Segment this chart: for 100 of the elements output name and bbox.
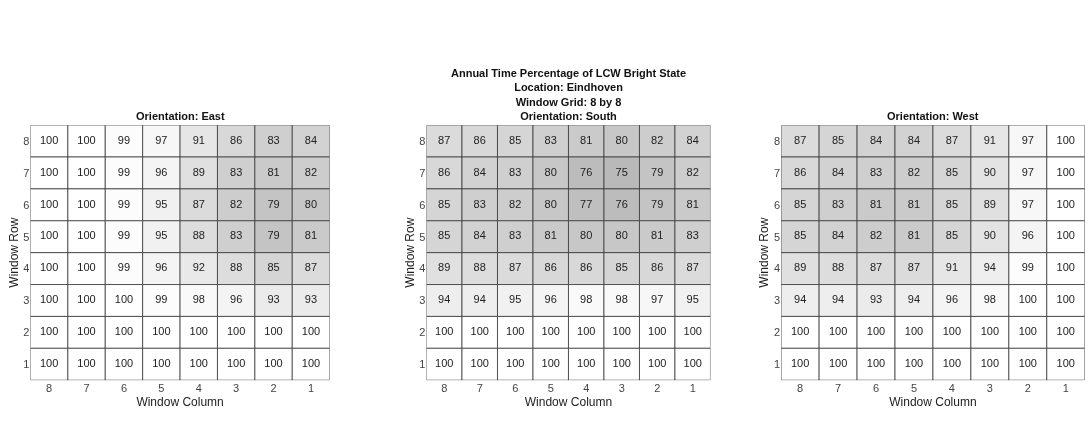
data-label: 100: [980, 357, 1000, 369]
x-tick-label: 8: [46, 382, 53, 395]
data-label: 76: [580, 165, 593, 178]
data-label: 88: [831, 261, 845, 274]
data-label: 85: [831, 133, 845, 146]
data-label: 100: [683, 357, 702, 369]
data-label: 83: [509, 165, 522, 178]
data-label: 82: [686, 165, 699, 178]
data-label: 90: [983, 229, 996, 242]
data-label: 84: [831, 229, 845, 242]
data-label: 100: [1056, 325, 1075, 338]
data-label: 93: [869, 293, 883, 306]
x-tick-label: 7: [476, 382, 483, 395]
data-label: 95: [155, 197, 168, 210]
data-label: 86: [438, 165, 451, 178]
data-label: 91: [945, 261, 959, 274]
data-label: 100: [114, 293, 134, 306]
data-label: 100: [828, 325, 848, 338]
data-label: 77: [580, 197, 593, 210]
chart-title: Annual Time Percentage of LCW Bright State Location: Eindhoven Window Grid: 8 by 8 Orientation: South: [451, 67, 687, 122]
data-label: 95: [155, 229, 168, 242]
data-label: 81: [267, 165, 280, 178]
data-label: 100: [577, 325, 596, 338]
data-label: 82: [907, 165, 921, 178]
data-label: 83: [230, 165, 243, 178]
data-label: 97: [1021, 197, 1034, 210]
y-tick-label: 1: [774, 358, 781, 371]
data-label: 100: [77, 197, 96, 210]
data-label: 76: [615, 197, 628, 210]
data-label: 96: [155, 261, 168, 274]
data-label: 100: [1056, 229, 1075, 242]
y-tick-label: 3: [774, 294, 781, 307]
data-label: 100: [942, 357, 962, 369]
data-label: 96: [544, 293, 557, 306]
data-label: 99: [1021, 261, 1034, 274]
data-label: 100: [39, 197, 59, 210]
data-label: 99: [155, 293, 168, 306]
data-label: 100: [114, 357, 134, 369]
data-label: 100: [683, 325, 702, 338]
data-label: 80: [304, 197, 318, 210]
data-label: 100: [1056, 261, 1075, 274]
x-axis-title: Window Column: [524, 395, 613, 410]
data-label: 84: [473, 229, 486, 242]
x-tick-label: 7: [835, 382, 842, 395]
y-tick-label: 3: [23, 294, 30, 307]
data-label: 85: [945, 165, 959, 178]
data-label: 83: [869, 165, 883, 178]
data-label: 100: [1056, 357, 1075, 369]
data-label: 81: [907, 197, 921, 210]
data-label: 100: [77, 261, 96, 274]
data-label: 100: [39, 165, 59, 178]
data-label: 85: [945, 197, 959, 210]
data-label: 81: [304, 229, 318, 242]
data-label: 86: [580, 261, 593, 274]
data-label: 94: [983, 261, 996, 274]
data-label: 97: [651, 293, 664, 306]
data-label: 96: [1021, 229, 1034, 242]
data-label: 85: [794, 229, 807, 242]
data-label: 99: [117, 133, 131, 146]
data-label: 100: [470, 325, 489, 338]
data-label: 100: [790, 325, 810, 338]
x-tick-label: 4: [195, 382, 202, 395]
data-label: 98: [192, 293, 205, 306]
y-tick-label: 3: [419, 294, 426, 307]
y-axis-title: Window Row: [757, 217, 772, 288]
y-tick-label: 1: [23, 358, 30, 371]
data-label: 93: [304, 293, 318, 306]
data-label: 100: [506, 325, 525, 338]
data-label: 88: [473, 261, 486, 274]
x-tick-label: 5: [547, 382, 554, 395]
data-label: 83: [831, 197, 845, 210]
data-label: 96: [230, 293, 243, 306]
data-label: 100: [301, 357, 321, 369]
data-label: 100: [1056, 133, 1075, 146]
x-tick-label: 6: [120, 382, 128, 395]
x-tick-label: 1: [1062, 382, 1069, 395]
data-label: 95: [509, 293, 522, 306]
x-tick-label: 5: [158, 382, 165, 395]
data-label: 97: [155, 133, 168, 146]
data-label: 100: [942, 325, 962, 338]
data-label: 100: [264, 357, 283, 369]
y-tick-label: 7: [774, 166, 781, 179]
data-label: 100: [577, 357, 596, 369]
x-tick-label: 3: [986, 382, 993, 395]
data-label: 87: [686, 261, 699, 274]
data-label: 96: [155, 165, 168, 178]
data-label: 100: [506, 357, 525, 369]
data-label: 100: [226, 357, 246, 369]
data-label: 100: [470, 357, 489, 369]
data-label: 99: [117, 165, 131, 178]
data-label: 94: [831, 293, 845, 306]
x-tick-label: 6: [512, 382, 519, 395]
data-label: 81: [686, 197, 699, 210]
data-label: 99: [117, 229, 131, 242]
x-tick-label: 1: [689, 382, 696, 395]
data-label: 88: [192, 229, 205, 242]
data-label: 100: [77, 325, 96, 338]
data-label: 100: [114, 325, 134, 338]
data-label: 100: [904, 357, 924, 369]
y-tick-label: 6: [419, 198, 426, 211]
